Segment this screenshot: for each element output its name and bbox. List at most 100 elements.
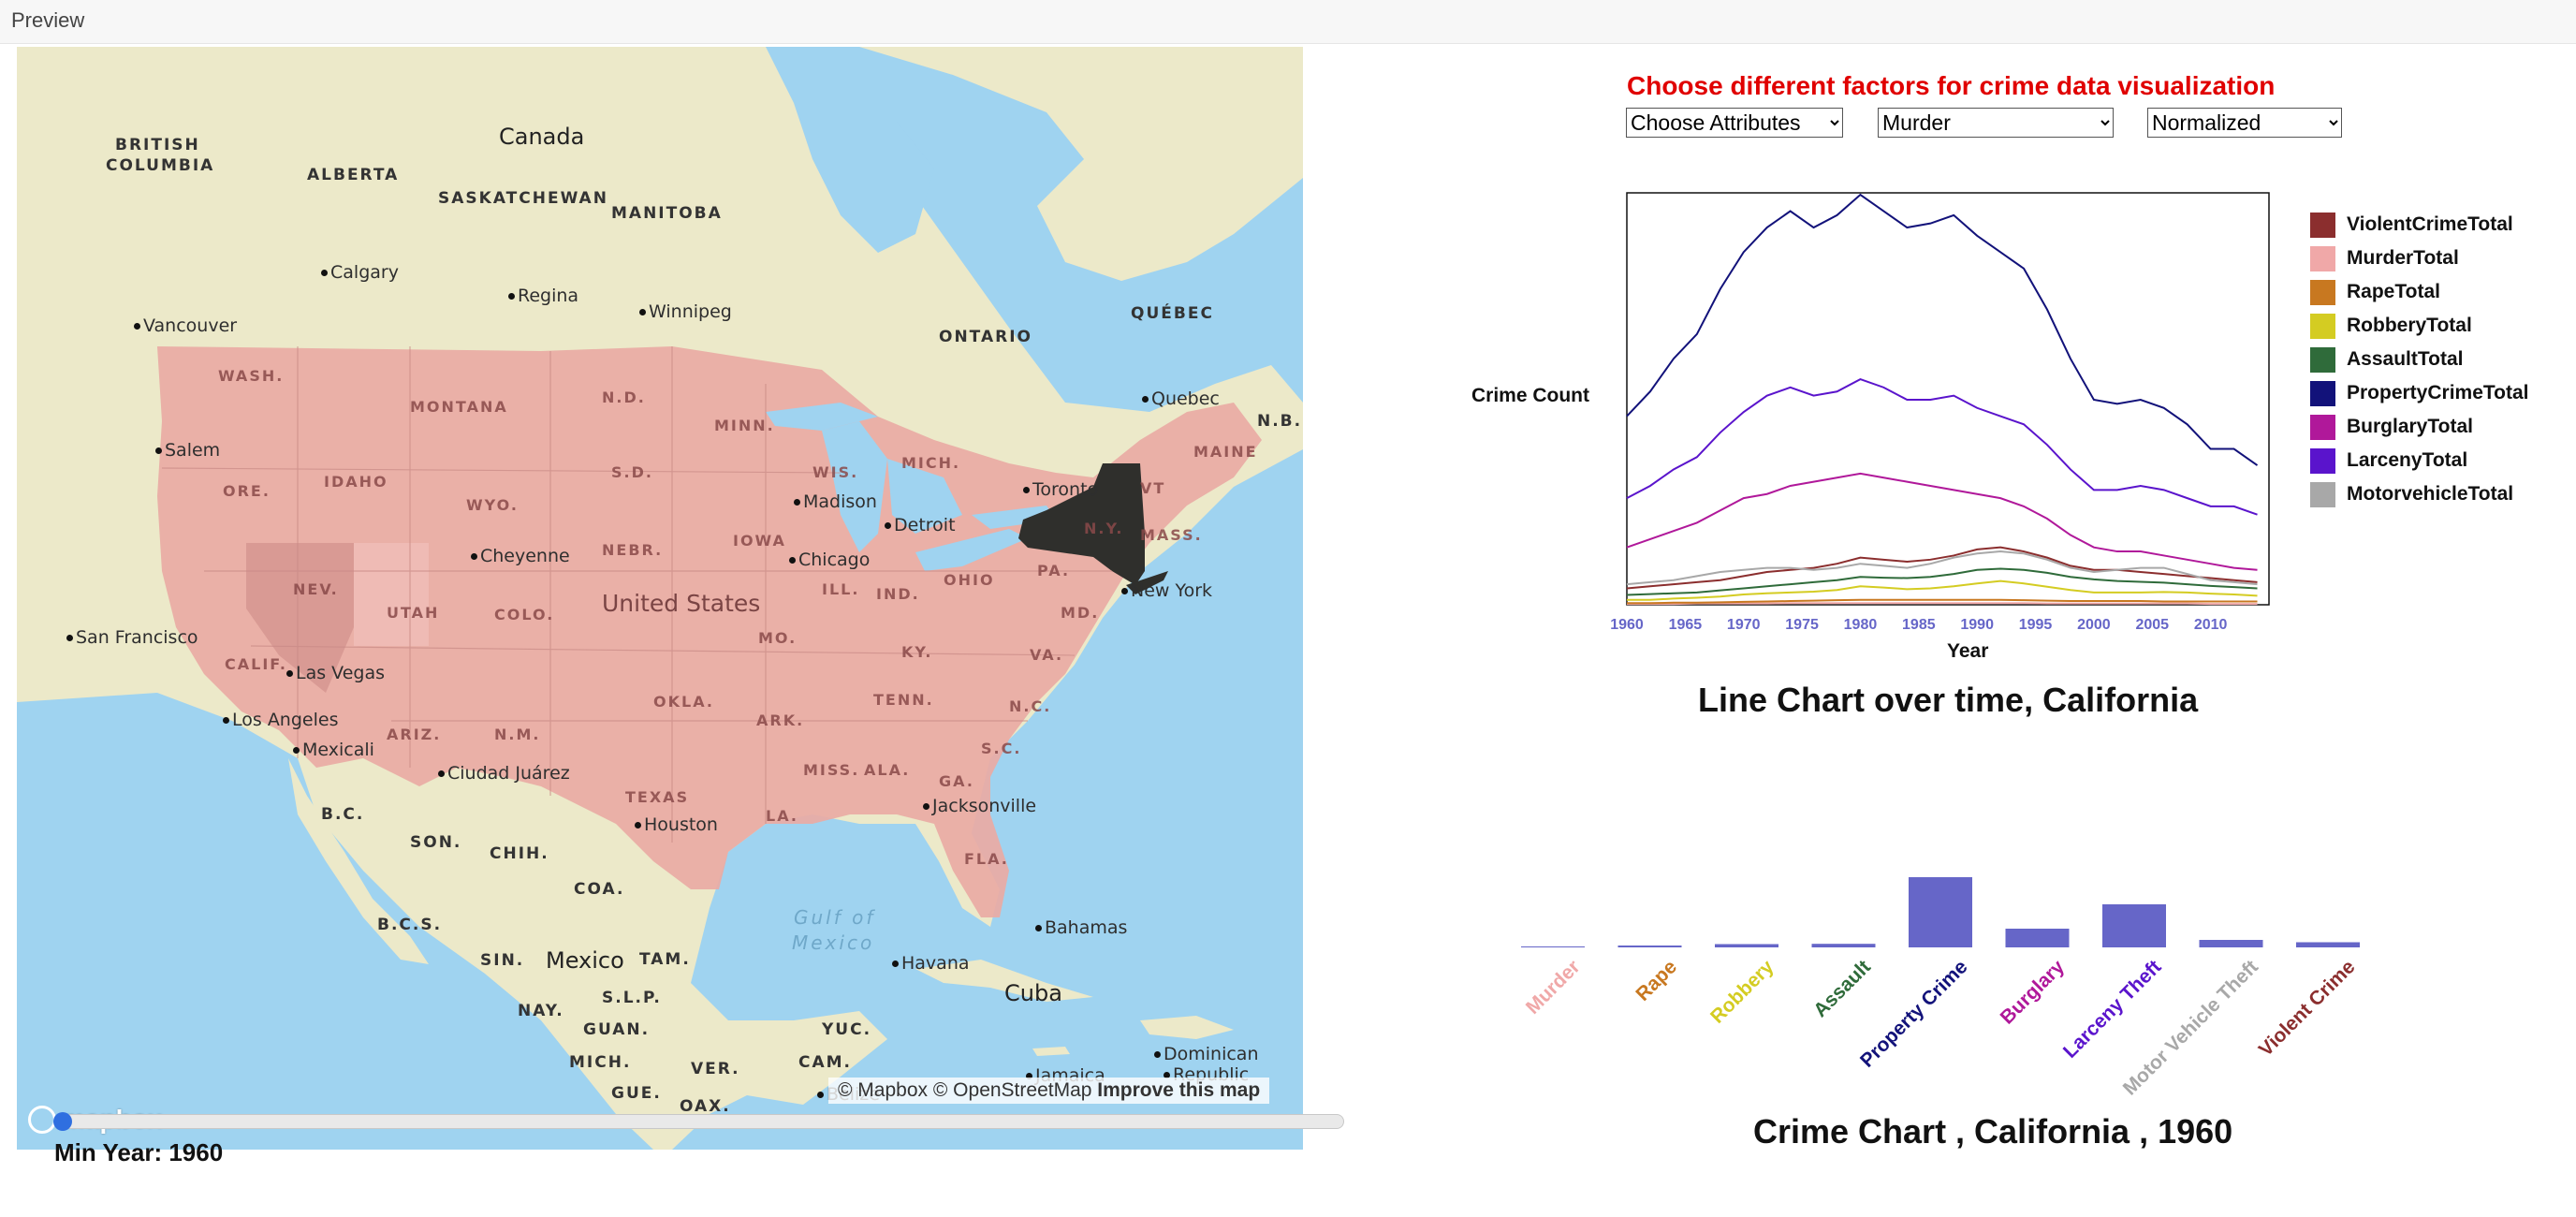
map-region-label: SIN. xyxy=(480,951,525,970)
bar-violent-crime[interactable] xyxy=(2296,942,2360,948)
bar-burglary[interactable] xyxy=(2005,929,2070,947)
normalize-select[interactable]: Normalized xyxy=(2147,108,2342,138)
map-ocean-label: Gulf of xyxy=(794,906,876,929)
map-state-label: MICH. xyxy=(901,454,961,472)
map-state-label: NEV. xyxy=(293,580,339,598)
map-state-label: VT xyxy=(1140,479,1166,497)
map-country-label: Cuba xyxy=(1004,980,1062,1006)
line-chart-x-tick: 1985 xyxy=(1902,617,1936,633)
bar-robbery[interactable] xyxy=(1715,944,1778,948)
map-city-label: Los Angeles xyxy=(232,710,339,730)
map-state-label: IDAHO xyxy=(324,473,388,491)
map-state-label: ALA. xyxy=(864,761,911,779)
map-state-label: S.C. xyxy=(981,740,1022,757)
legend-item: MurderTotal xyxy=(2310,242,2529,275)
line-series-rapetotal[interactable] xyxy=(1627,598,2258,605)
bar-larceny-theft[interactable] xyxy=(2102,904,2166,947)
map-state-label: UTAH xyxy=(387,604,440,622)
line-series-larcenytotal[interactable] xyxy=(1626,378,2258,516)
line-series-motorvehicletotal[interactable] xyxy=(1626,550,2258,586)
crime-map[interactable] xyxy=(17,47,1303,1150)
long-island xyxy=(1126,571,1168,594)
line-series-burglarytotal[interactable] xyxy=(1626,472,2258,571)
line-series-violentcrimetotal[interactable] xyxy=(1626,546,2258,590)
line-chart-x-tick: 1970 xyxy=(1727,617,1761,633)
line-series-propertycrimetotal[interactable] xyxy=(1626,193,2259,466)
legend-swatch xyxy=(2310,380,2335,406)
map-state-label: IOWA xyxy=(733,532,786,550)
map-city-dot xyxy=(789,557,796,564)
bar-murder[interactable] xyxy=(1521,946,1585,947)
line-series-murdertotal[interactable] xyxy=(1627,602,2258,606)
lake-erie xyxy=(915,529,1028,571)
line-chart: 1960 1965 1970 1975 1980 1985 1990 1995 2000 2005… xyxy=(1610,192,2270,633)
map-city-label: Ciudad Juárez xyxy=(447,763,570,784)
state-borders xyxy=(161,346,1112,843)
map-state-label: PA. xyxy=(1037,562,1071,579)
bar-assault[interactable] xyxy=(1811,944,1876,947)
map-city-dot xyxy=(293,747,300,754)
legend-swatch xyxy=(2310,313,2335,339)
map-city-label: Houston xyxy=(644,814,718,835)
legend-label: BurglaryTotal xyxy=(2347,416,2473,437)
improve-map-link[interactable]: Improve this map xyxy=(1097,1079,1261,1101)
map-state-label: MAINE xyxy=(1193,443,1258,461)
year-slider-thumb[interactable] xyxy=(53,1112,72,1131)
map-region-label: B.C.S. xyxy=(377,916,443,934)
map-city-label: Calgary xyxy=(330,262,399,283)
bar-chart-category-label: Burglary xyxy=(1997,956,2070,1029)
bar-motor-vehicle-theft[interactable] xyxy=(2199,940,2263,947)
jamaica xyxy=(1032,1047,1070,1056)
legend-swatch xyxy=(2310,414,2335,440)
lake-superior xyxy=(766,403,878,431)
map-state-label: ARIZ. xyxy=(387,726,442,743)
bar-chart-category-label: Robbery xyxy=(1706,956,1778,1028)
line-chart-x-tick: 1960 xyxy=(1610,617,1644,633)
map-ocean-label: Mexico xyxy=(792,931,875,954)
legend-item: RapeTotal xyxy=(2310,275,2529,309)
map-city-label: Salem xyxy=(165,440,221,461)
map-city-dot xyxy=(892,960,899,967)
map-city-label: Havana xyxy=(901,953,970,974)
map-city-dot xyxy=(155,447,162,454)
hispaniola xyxy=(1140,1016,1234,1039)
map-city-dot xyxy=(1023,487,1030,493)
map-region-label: NAY. xyxy=(518,1002,564,1020)
line-series-assaulttotal[interactable] xyxy=(1626,567,2258,596)
map-city-label: Toronto xyxy=(1032,479,1099,500)
lake-huron xyxy=(887,459,962,534)
map-region-label: GUAN. xyxy=(583,1020,651,1039)
map-city-dot xyxy=(639,309,646,315)
legend-swatch xyxy=(2310,481,2335,507)
map-state-label: MINN. xyxy=(714,417,775,434)
year-slider[interactable] xyxy=(53,1112,1344,1131)
map-state-label: VA. xyxy=(1030,646,1064,664)
osm-attribution-link[interactable]: © OpenStreetMap xyxy=(932,1079,1092,1101)
bar-property-crime[interactable] xyxy=(1909,877,1972,947)
legend-label: RobberyTotal xyxy=(2347,315,2472,336)
bar-chart-category-label: Murder xyxy=(1522,956,1585,1019)
map-state-label: KY. xyxy=(901,643,933,661)
map-region-label: TAM. xyxy=(639,950,691,969)
crime-type-select[interactable]: Murder xyxy=(1878,108,2114,138)
map-attribution: © Mapbox © OpenStreetMap Improve this ma… xyxy=(828,1078,1270,1104)
map-state-label: MASS. xyxy=(1140,526,1203,544)
min-year-label: Min Year: 1960 xyxy=(54,1138,224,1166)
map-city-label: Regina xyxy=(518,286,579,306)
attributes-select[interactable]: Choose Attributes xyxy=(1626,108,1843,138)
mapbox-attribution-link[interactable]: © Mapbox xyxy=(838,1079,929,1101)
map-city-dot xyxy=(1164,1072,1170,1078)
map-state-label: OKLA. xyxy=(653,693,714,711)
legend-item: AssaultTotal xyxy=(2310,343,2529,376)
map-province-label: COLUMBIA xyxy=(106,156,215,175)
line-chart-x-label: Year xyxy=(1947,640,1989,662)
map-state-label: N.D. xyxy=(602,389,646,406)
map-region-label: CAM. xyxy=(798,1053,853,1072)
line-series-robberytotal[interactable] xyxy=(1627,579,2258,601)
map-region-label: CHIH. xyxy=(490,844,549,863)
map-city-dot xyxy=(635,822,641,828)
bar-chart-category-label: Assault xyxy=(1809,956,1875,1021)
bar-rape[interactable] xyxy=(1617,946,1682,947)
map-country-label: Canada xyxy=(499,124,585,150)
new-york-highlight xyxy=(1018,463,1145,585)
